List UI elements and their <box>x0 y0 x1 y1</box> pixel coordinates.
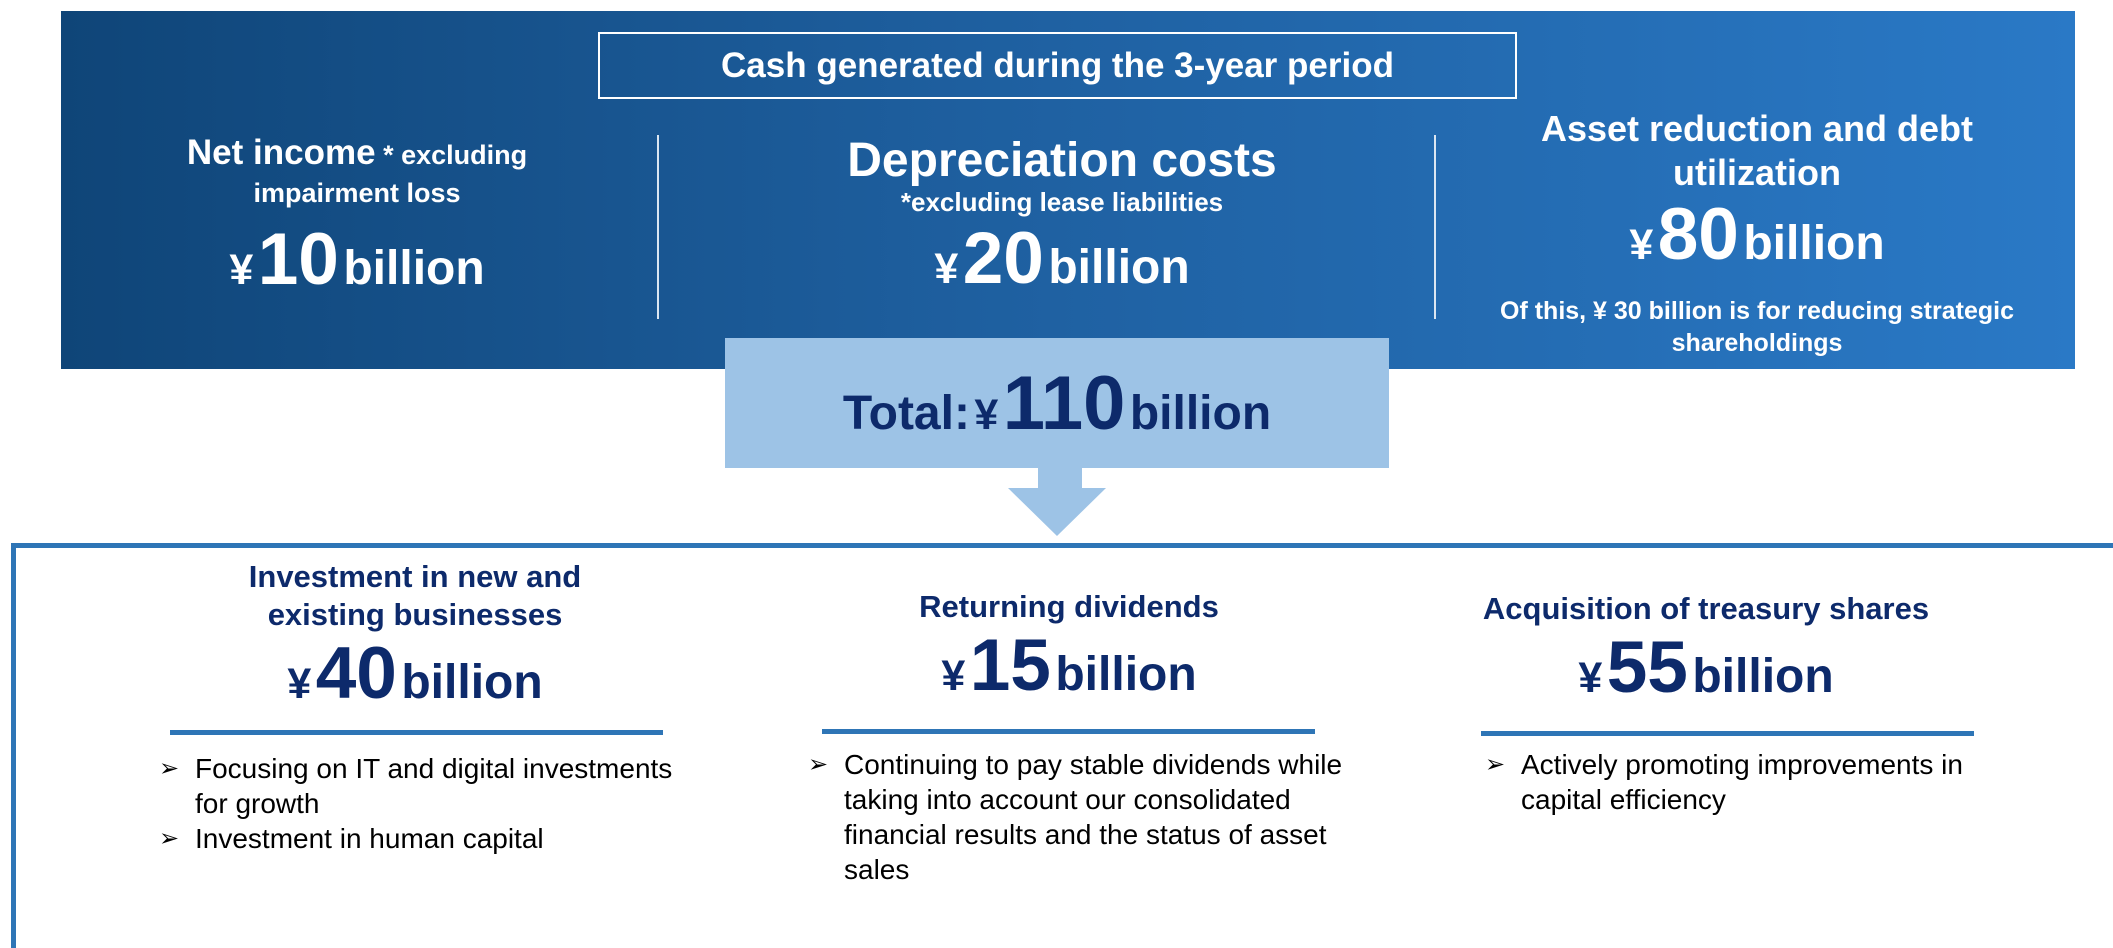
use: Acquisition of treasury shares ¥ 55 bill… <box>1426 590 1986 728</box>
currency: ¥ <box>229 246 254 294</box>
amount-value: 40 <box>315 633 397 714</box>
unit: billion <box>343 242 485 295</box>
source-note: *excluding lease liabilities <box>900 187 1224 217</box>
currency: ¥ <box>941 652 966 700</box>
amount-value: 80 <box>1657 194 1739 275</box>
divider <box>1434 135 1436 319</box>
rule <box>822 729 1315 734</box>
use: Returning dividends ¥ 15 billion <box>789 588 1349 726</box>
unit: billion <box>1048 241 1190 294</box>
amount: ¥ 15 billion <box>789 626 1349 726</box>
use-label: Acquisition of treasury shares <box>1482 591 1930 626</box>
unit: billion <box>401 656 543 709</box>
source: Asset reduction and debt utilization ¥ 8… <box>1457 107 2057 359</box>
amount-value: 55 <box>1606 627 1688 708</box>
amount-value: 20 <box>962 218 1044 299</box>
source-note: Of this, ¥ 30 billion is for reducing st… <box>1500 297 2014 357</box>
amount: ¥ 80 billion <box>1457 195 2057 295</box>
currency: ¥ <box>1629 221 1654 269</box>
source-note: * excluding impairment loss <box>253 140 528 208</box>
currency: ¥ <box>1578 654 1603 702</box>
sources-band <box>61 11 2075 369</box>
source-label: Asset reduction and debt utilization <box>1540 108 1974 193</box>
use: Investment in new and existing businesse… <box>135 558 695 734</box>
bullets: Actively promoting improvements in capit… <box>1485 747 2005 817</box>
source-text: Net income * excluding impairment loss <box>167 134 547 212</box>
amount: ¥ 20 billion <box>712 217 1412 300</box>
bullet: Actively promoting improvements in capit… <box>1485 747 2005 817</box>
arrow <box>1008 468 1106 536</box>
use-label: Returning dividends <box>919 589 1219 624</box>
unit: billion <box>1692 650 1834 703</box>
arrow-stem <box>1038 468 1082 488</box>
source: Depreciation costs *excluding lease liab… <box>712 135 1412 300</box>
total: Total: ¥ 110 billion <box>843 360 1271 447</box>
arrow-head <box>1008 488 1106 536</box>
bullets: Continuing to pay stable dividends while… <box>808 747 1378 887</box>
currency: ¥ <box>974 390 999 439</box>
amount-value: 15 <box>969 625 1051 706</box>
bullet: Focusing on IT and digital investments f… <box>159 751 709 821</box>
bullet: Investment in human capital <box>159 821 709 856</box>
source-label: Depreciation costs <box>847 134 1277 187</box>
divider <box>657 135 659 319</box>
rule <box>170 730 663 735</box>
uses-box <box>11 543 2113 948</box>
header-title: Cash generated during the 3-year period <box>598 32 1517 99</box>
currency: ¥ <box>287 660 312 708</box>
amount: ¥ 40 billion <box>135 634 695 734</box>
currency: ¥ <box>934 245 959 293</box>
source: Net income * excluding impairment loss ¥… <box>77 134 637 301</box>
unit: billion <box>1743 217 1885 270</box>
amount-value: 10 <box>257 219 339 300</box>
unit: billion <box>1055 648 1197 701</box>
unit: billion <box>1129 386 1272 440</box>
page: {"header": {"title": "Cash generated dur… <box>0 0 2113 885</box>
total-box: Total: ¥ 110 billion <box>725 338 1389 468</box>
use-label: Investment in new and existing businesse… <box>248 559 582 632</box>
bullet: Continuing to pay stable dividends while… <box>808 747 1378 887</box>
amount: ¥ 10 billion <box>77 218 637 301</box>
amount: ¥ 55 billion <box>1426 628 1986 728</box>
rule <box>1481 731 1974 736</box>
source-label: Net income <box>186 133 376 172</box>
total-label: Total: <box>842 386 970 440</box>
bullets: Focusing on IT and digital investments f… <box>159 751 709 856</box>
total-value: 110 <box>1002 360 1126 446</box>
